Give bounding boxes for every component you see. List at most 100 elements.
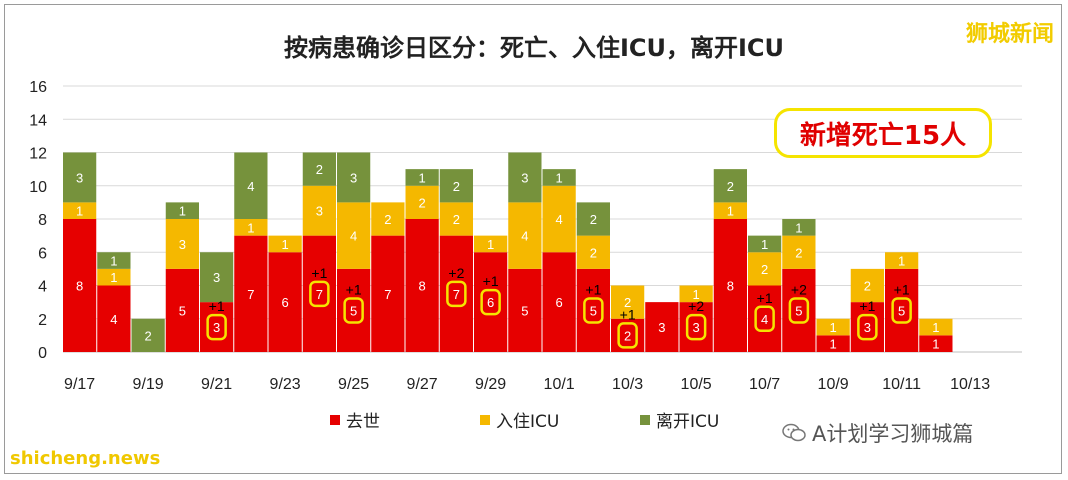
bar-value-label: 7: [247, 287, 254, 302]
bar-value-label: 5: [898, 303, 905, 318]
bar-deaths: [165, 268, 199, 352]
bar-value-label: 3: [658, 320, 665, 335]
new-death-highlight: [583, 297, 604, 324]
bar-value-label: 1: [693, 287, 700, 302]
bar-value-label: 4: [761, 312, 768, 327]
bar-value-label: 2: [419, 195, 426, 210]
new-death-label: +2: [688, 298, 704, 314]
bar-value-label: 2: [590, 212, 597, 227]
new-death-highlight: [685, 313, 707, 341]
x-tick-label: 10/5: [681, 376, 712, 393]
x-tick-label: 10/1: [544, 376, 575, 393]
bar-value-label: 3: [521, 170, 528, 185]
bar-value-label: 3: [213, 270, 220, 285]
bar-deaths: [576, 268, 610, 352]
bar-icu-in: [850, 268, 884, 303]
bar-deaths: [885, 268, 919, 352]
bar-value-label: 3: [693, 320, 700, 335]
bar-value-label: 3: [864, 320, 871, 335]
new-death-label: +1: [311, 265, 327, 281]
bar-icu-in: [165, 219, 199, 269]
bar-icu-in: [576, 235, 610, 269]
x-tick-label: 9/25: [338, 376, 369, 393]
bar-deaths: [919, 335, 953, 352]
bar-value-label: 5: [590, 303, 597, 318]
bar-deaths: [679, 302, 713, 352]
bar-value-label: 1: [830, 320, 837, 335]
bar-icu-out: [542, 169, 576, 186]
bar-deaths: [302, 235, 336, 352]
watermark-text: A计划学习狮城篇: [812, 422, 974, 446]
new-death-label: +1: [209, 298, 225, 314]
legend-swatch-icu-in: [480, 414, 490, 425]
x-tick-label: 10/13: [950, 376, 990, 393]
new-death-highlight: [788, 297, 810, 324]
bar-value-label: 1: [830, 337, 837, 352]
y-tick-label: 10: [29, 179, 47, 196]
bar-deaths: [337, 268, 371, 352]
bar-deaths: [97, 285, 131, 352]
bar-deaths: [542, 252, 576, 352]
new-death-highlight: [891, 297, 912, 324]
bar-value-label: 6: [282, 295, 289, 310]
bar-value-label: 1: [761, 237, 768, 252]
bar-value-label: 6: [556, 295, 563, 310]
bar-value-label: 8: [727, 279, 734, 294]
bar-icu-in: [63, 202, 97, 219]
legend-label-icu-in: 入住ICU: [496, 412, 560, 432]
bar-icu-out: [302, 152, 336, 186]
bar-icu-out: [439, 169, 473, 203]
new-death-highlight: [857, 313, 878, 341]
bar-deaths: [474, 252, 508, 352]
bar-icu-in: [713, 202, 747, 219]
x-tick-label: 10/7: [749, 376, 780, 393]
bar-value-label: 7: [453, 287, 460, 302]
source-credit: shicheng.news: [10, 448, 161, 469]
x-tick-label: 10/3: [612, 376, 643, 393]
y-tick-label: 14: [29, 112, 47, 129]
bar-value-label: 7: [316, 287, 323, 302]
bar-icu-in: [405, 185, 439, 219]
bar-deaths: [645, 302, 679, 352]
bar-value-label: 7: [384, 287, 391, 302]
bar-value-label: 1: [110, 270, 117, 285]
new-death-highlight: [309, 280, 330, 308]
legend-label-icu-out: 离开ICU: [656, 412, 720, 432]
bar-value-label: 2: [316, 162, 323, 177]
bar-value-label: 1: [727, 204, 734, 219]
bar-value-label: 3: [350, 170, 357, 185]
x-tick-label: 10/9: [818, 376, 849, 393]
brand-logo-text: 狮城新闻: [965, 22, 1054, 47]
bar-value-label: 3: [213, 320, 220, 335]
bar-value-label: 2: [590, 245, 597, 260]
bar-icu-in: [439, 202, 473, 236]
chart-legend: 去世 入住ICU 离开ICU: [330, 407, 719, 432]
bar-icu-in: [474, 235, 508, 253]
bar-icu-out: [782, 219, 816, 236]
bar-deaths: [748, 285, 782, 352]
y-tick-label: 6: [38, 245, 47, 262]
bar-value-label: 4: [521, 229, 528, 244]
bar-value-label: 2: [864, 279, 871, 294]
bar-value-label: 5: [179, 303, 186, 318]
watermark: A计划学习狮城篇: [782, 418, 973, 448]
bar-icu-in: [268, 235, 302, 253]
new-death-highlight: [480, 288, 501, 316]
x-tick-label: 9/29: [475, 376, 506, 393]
bar-value-label: 5: [521, 303, 528, 318]
bar-value-label: 1: [898, 254, 905, 269]
bar-deaths: [234, 235, 268, 352]
bar-icu-out: [576, 202, 610, 236]
bar-value-label: 4: [556, 212, 563, 227]
bar-icu-out: [748, 235, 782, 253]
x-tick-label: 10/11: [882, 376, 921, 393]
new-death-highlight: [617, 322, 638, 349]
bar-value-label: 1: [110, 254, 117, 269]
bar-value-label: 2: [624, 328, 631, 343]
bar-value-label: 1: [932, 337, 939, 352]
new-death-label: +1: [859, 298, 875, 314]
bar-value-label: 1: [282, 237, 289, 252]
bar-icu-out: [165, 202, 199, 219]
new-death-highlight: [343, 297, 364, 324]
